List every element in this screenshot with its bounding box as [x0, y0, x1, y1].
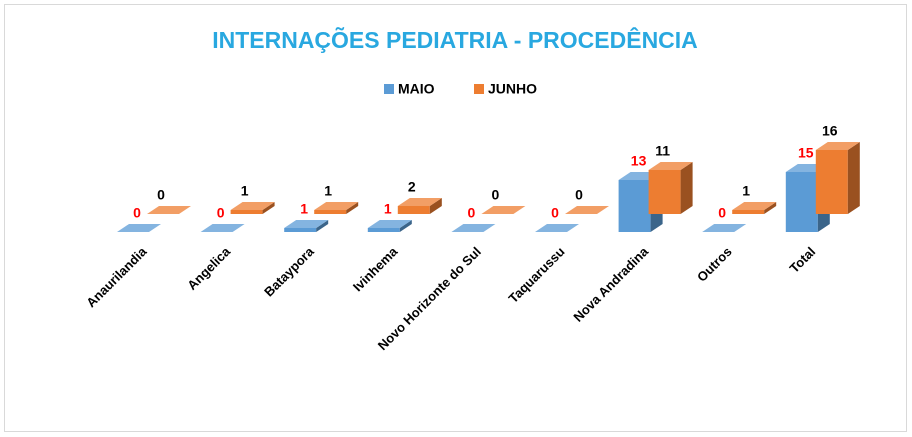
value-label: 11 — [655, 143, 670, 159]
bar-top — [451, 224, 496, 232]
value-label: 15 — [798, 145, 814, 161]
bar-front — [230, 210, 263, 214]
bar — [397, 198, 442, 214]
bar — [117, 224, 161, 232]
bar-side — [847, 142, 860, 214]
bar — [200, 224, 245, 232]
legend-label: JUNHO — [488, 81, 537, 97]
bar-front — [815, 150, 848, 214]
value-label: 0 — [133, 205, 141, 221]
bar — [284, 220, 329, 232]
value-label: 0 — [718, 205, 726, 221]
bar-front — [648, 170, 681, 214]
value-label: 0 — [551, 205, 559, 221]
value-label: 1 — [384, 201, 392, 217]
bar-side — [680, 162, 693, 214]
bar — [815, 142, 860, 214]
value-label: 0 — [468, 205, 476, 221]
bar-side — [346, 202, 359, 214]
bar — [535, 224, 579, 232]
bar-side — [316, 220, 329, 232]
value-label: 0 — [217, 205, 225, 221]
legend-label: MAIO — [398, 81, 435, 97]
bar-top — [702, 224, 747, 232]
bar-top — [284, 220, 329, 228]
bar-top — [200, 224, 245, 232]
bar-side — [399, 220, 412, 232]
bar-front — [367, 228, 400, 232]
bar-front — [618, 180, 651, 232]
bar-front — [314, 210, 347, 214]
value-label: 16 — [822, 123, 838, 139]
bar-top — [815, 142, 860, 150]
bar — [147, 206, 191, 214]
legend-swatch — [474, 84, 484, 94]
bar — [451, 224, 496, 232]
value-label: 0 — [575, 187, 583, 203]
bar-top — [117, 224, 161, 232]
bar-top — [397, 198, 442, 206]
chart-frame — [4, 4, 907, 432]
bar — [230, 202, 275, 214]
bar-front — [397, 206, 430, 214]
bar-side — [429, 198, 442, 214]
value-label: 13 — [631, 153, 647, 169]
value-label: 1 — [241, 183, 249, 199]
bar-top — [565, 206, 609, 214]
value-label: 0 — [492, 187, 500, 203]
bar-top — [230, 202, 275, 210]
bar-front — [785, 172, 818, 232]
value-label: 1 — [742, 183, 750, 199]
bar — [565, 206, 609, 214]
bar — [481, 206, 526, 214]
bar-side — [764, 202, 777, 214]
bar-side — [262, 202, 275, 214]
value-label: 0 — [157, 187, 165, 203]
bar-top — [481, 206, 526, 214]
bar — [702, 224, 747, 232]
bar — [648, 162, 693, 214]
bar-top — [147, 206, 191, 214]
bar — [732, 202, 777, 214]
bar-top — [314, 202, 359, 210]
legend-swatch — [384, 84, 394, 94]
bar-top — [732, 202, 777, 210]
chart-title: INTERNAÇÕES PEDIATRIA - PROCEDÊNCIA — [212, 26, 698, 53]
value-label: 2 — [408, 179, 416, 195]
value-label: 1 — [324, 183, 332, 199]
bar-top — [535, 224, 579, 232]
bar-top — [367, 220, 412, 228]
bar-front — [732, 210, 765, 214]
bar-top — [648, 162, 693, 170]
bar — [314, 202, 359, 214]
bar — [367, 220, 412, 232]
bar-front — [284, 228, 317, 232]
value-label: 1 — [300, 201, 308, 217]
